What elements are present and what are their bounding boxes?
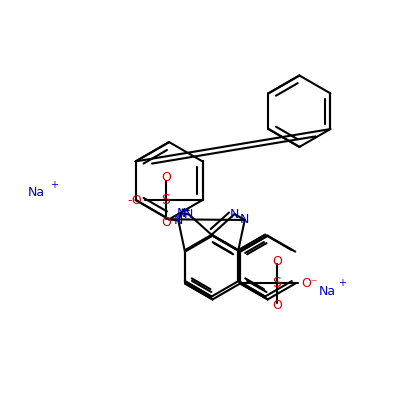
Text: O⁻: O⁻: [301, 277, 318, 290]
Text: Na: Na: [318, 285, 336, 298]
Text: +: +: [50, 180, 58, 190]
Text: N: N: [184, 208, 194, 221]
Text: O: O: [272, 255, 282, 268]
Text: +: +: [338, 278, 346, 288]
Text: O: O: [272, 299, 282, 312]
Text: N: N: [230, 208, 239, 220]
Text: -O: -O: [127, 194, 142, 206]
Text: N: N: [176, 207, 186, 220]
Text: S: S: [272, 276, 281, 290]
Text: N: N: [240, 214, 250, 226]
Text: S: S: [162, 193, 170, 207]
Text: O: O: [161, 171, 171, 184]
Text: O: O: [161, 216, 171, 229]
Text: Na: Na: [27, 186, 44, 199]
Text: N: N: [174, 214, 183, 227]
